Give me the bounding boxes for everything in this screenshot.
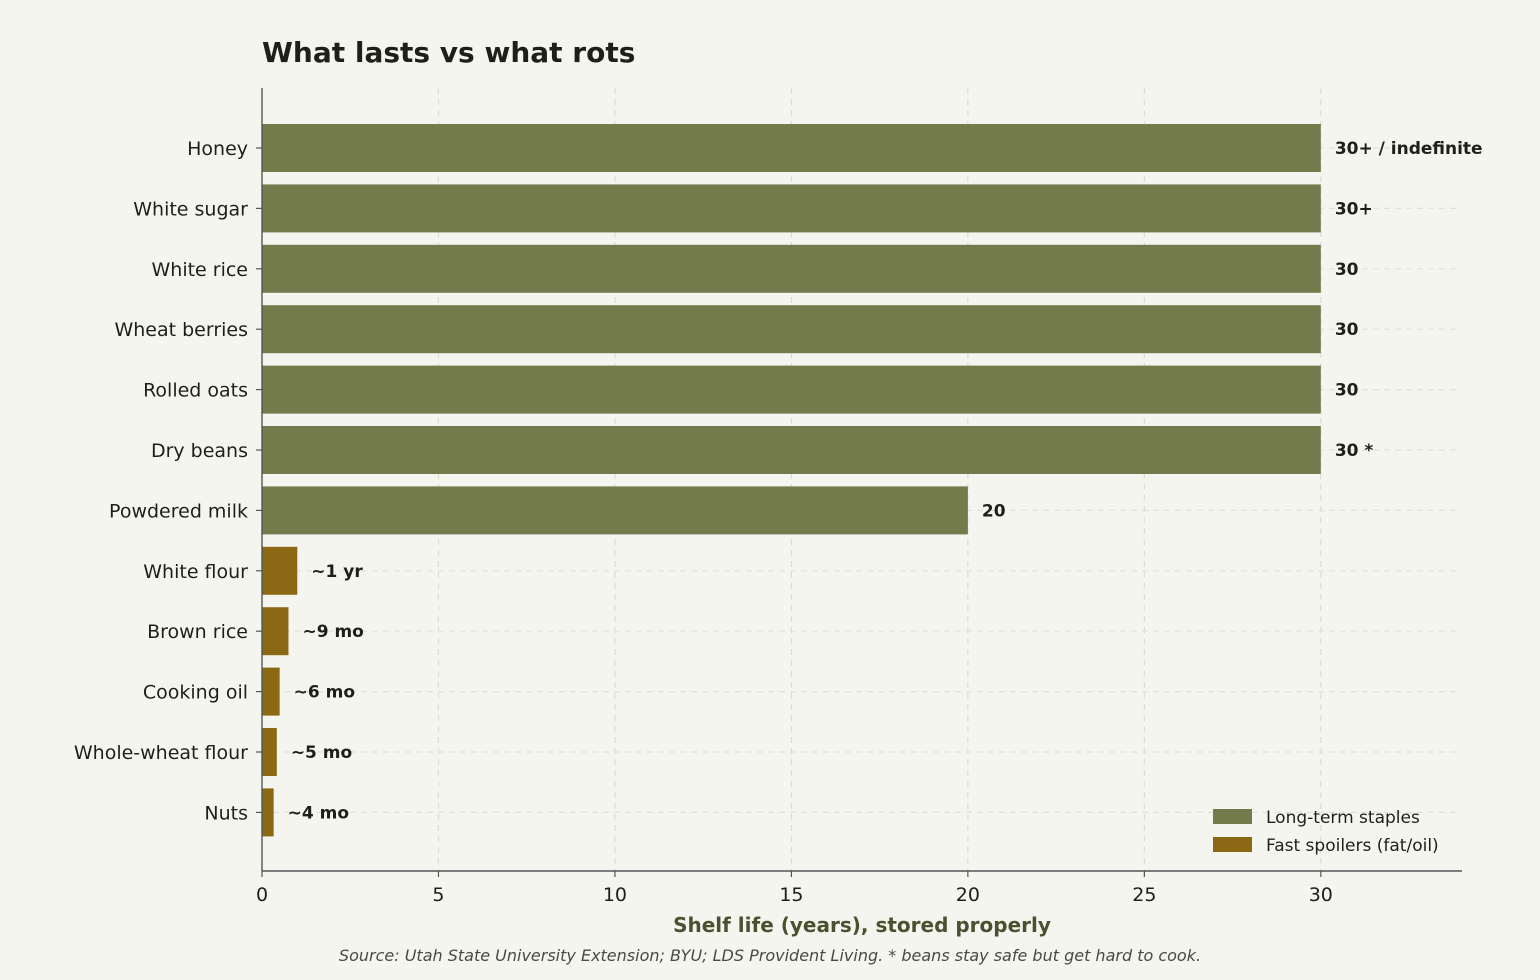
bar-value-label: 30 [1335,381,1359,401]
bar-cooking-oil [262,667,280,716]
x-tick-label: 20 [956,884,980,906]
legend-swatch [1213,809,1252,824]
chart-title: What lasts vs what rots [262,36,636,69]
x-tick-label: 0 [256,884,268,906]
legend-label: Long-term staples [1266,808,1420,828]
bar-rolled-oats [262,365,1321,414]
category-label: White rice [151,259,248,281]
x-tick-label: 30 [1309,884,1333,906]
bar-value-label: 20 [982,501,1006,521]
bar-value-label: ~1 yr [311,562,363,582]
bar-white-sugar [262,184,1321,233]
category-label: Cooking oil [143,682,248,704]
bar-nuts [262,788,274,837]
x-tick-label: 10 [603,884,627,906]
category-label: Dry beans [151,440,248,462]
axes: Honey White sugar White rice Wheat berries R… [74,88,1462,906]
bar-value-label: 30 * [1335,441,1374,461]
category-label: Rolled oats [143,380,248,402]
bar-value-label: 30+ / indefinite [1335,139,1483,159]
bar-powdered-milk [262,486,968,535]
category-label: Brown rice [147,621,248,643]
legend-swatch [1213,837,1252,852]
legend: Long-term staples Fast spoilers (fat/oil) [1213,808,1439,856]
category-label: Whole-wheat flour [74,742,248,764]
x-axis-label: Shelf life (years), stored properly [673,913,1051,937]
category-label: White flour [143,561,248,583]
bar-whole-wheat-flour [262,728,277,776]
bar-value-label: 30 [1335,320,1359,340]
bar-value-label: ~6 mo [294,683,355,703]
bar-value-label: 30+ [1335,199,1373,219]
source-note: Source: Utah State University Extension;… [338,946,1202,965]
bar-white-flour [262,546,298,595]
bar-dry-beans [262,426,1321,474]
bar-wheat-berries [262,305,1321,354]
legend-label: Fast spoilers (fat/oil) [1266,836,1439,856]
bar-value-label: ~9 mo [302,622,363,642]
category-label: Honey [187,138,248,160]
x-tick-label: 15 [779,884,803,906]
category-label: Nuts [204,802,248,824]
bar-value-label: 30 [1335,260,1359,280]
category-label: Powdered milk [109,500,248,522]
x-tick-label: 5 [432,884,444,906]
bar-value-label: ~4 mo [288,803,349,823]
bar-honey [262,124,1321,172]
category-label: White sugar [133,198,248,220]
bars: 30+ / indefinite 30+ 30 30 30 30 * 20 ~1 yr ~9 m… [262,124,1483,837]
bar-brown-rice [262,607,289,656]
x-tick-label: 25 [1132,884,1156,906]
bar-value-label: ~5 mo [291,743,352,763]
category-label: Wheat berries [114,319,248,341]
bar-white-rice [262,244,1321,293]
